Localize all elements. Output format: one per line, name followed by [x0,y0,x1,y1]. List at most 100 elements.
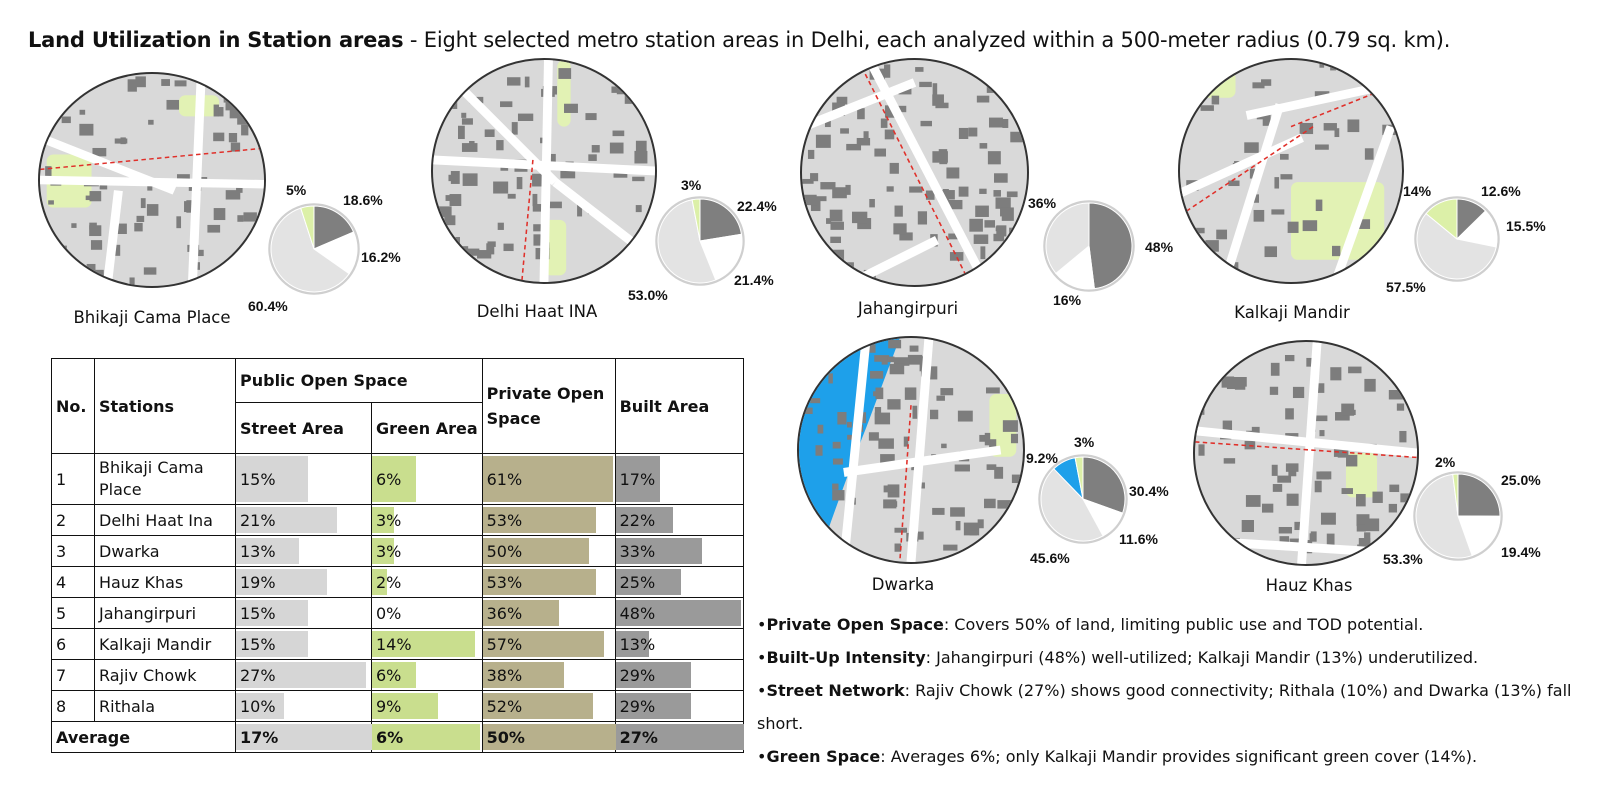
building [880,454,895,464]
building [135,76,146,88]
building [996,225,1007,237]
built-bar [615,600,741,626]
cell-green: 9% [371,690,483,722]
building [969,530,978,536]
land-utilization-table: No. Stations Public Open Space Private O… [51,358,744,753]
building [240,266,256,273]
cell-private: 36% [481,597,616,629]
pie-delhi-haat-ina [655,196,745,286]
building [455,237,460,248]
green-area [1202,71,1236,98]
building [532,173,545,187]
green-bar [372,538,395,564]
building [511,122,518,135]
cell-street: 17% [235,721,372,753]
building [461,143,478,152]
building [949,252,964,261]
building [1358,219,1371,229]
building [1198,498,1204,509]
building [230,142,241,152]
building [820,356,829,366]
pie-slice-green [300,205,315,250]
built-value: 33% [619,541,656,561]
built-bar [615,662,692,688]
title-bold: Land Utilization in Station areas [28,28,404,52]
building [516,177,523,190]
pie-jahangirpuri [1043,200,1135,292]
building [887,356,895,363]
building [1198,525,1213,531]
built-bar [615,538,702,564]
building [898,105,907,113]
building [997,500,1013,509]
building [932,507,945,515]
cell-built: 22% [614,504,744,536]
road [1180,133,1304,198]
building [932,94,944,106]
note: •Street Network: Rajiv Chowk (27%) shows… [757,681,1572,733]
private-value: 38% [486,665,523,685]
building [228,132,238,143]
building [950,507,965,517]
building [114,223,127,234]
private-value: 52% [486,696,523,716]
building [1241,520,1254,532]
green-bar [372,693,439,719]
building [558,68,572,79]
building [1356,269,1370,277]
building [932,151,948,163]
pct-label: 30.4% [1129,483,1169,499]
table-row: 5 Jahangirpuri 15% 0% 36% 48% [51,597,744,629]
building [899,232,913,241]
private-value: 50% [486,727,525,747]
building [826,218,832,224]
building [622,87,628,92]
building [845,184,851,195]
building [984,220,996,228]
street-bar [236,693,285,719]
header-stations: Stations [94,358,236,454]
building [976,95,990,103]
building [591,145,600,153]
building [815,445,823,456]
header-private-open-space: Private Open Space [481,358,616,454]
note-text: : Covers 50% of land, limiting public us… [943,615,1424,634]
building [507,77,521,86]
cell-street: 15% [235,453,372,505]
building [958,186,969,197]
building [533,234,545,246]
table-row: 1 Bhikaji Cama Place 15% 6% 61% 17% [51,453,744,505]
station-map-kalkaji-mandir [1178,58,1404,284]
cell-station: Hauz Khas [94,566,236,598]
building [1315,144,1329,150]
building [857,108,865,120]
pct-label: 21.4% [734,272,774,288]
header-no: No. [51,358,95,454]
header-built-area: Built Area [614,358,744,454]
road [1220,103,1285,282]
metro-line [1195,441,1417,459]
station-name: Delhi Haat INA [476,302,598,321]
building [1226,377,1241,390]
pie-slice-green [1452,473,1459,517]
building [52,84,58,92]
building [837,412,847,425]
road [1297,342,1322,564]
building [90,240,103,250]
building [446,96,458,109]
building [832,187,847,199]
building [979,188,987,194]
building [213,208,226,221]
building [803,194,817,206]
building [832,458,843,465]
building [127,79,137,92]
building [1341,488,1353,495]
private-bar [482,569,596,595]
building [588,154,597,161]
building [987,151,1001,165]
building [1222,420,1233,431]
private-value: 50% [486,541,523,561]
green-value: 6% [376,469,402,489]
building [864,344,876,353]
building [813,74,819,83]
